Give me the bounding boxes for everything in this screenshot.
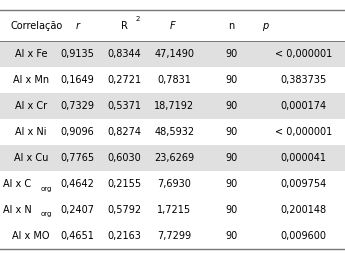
Text: 0,2155: 0,2155: [107, 179, 141, 189]
Text: 0,200148: 0,200148: [280, 205, 327, 215]
Text: 0,9096: 0,9096: [61, 127, 95, 137]
Text: 90: 90: [226, 127, 238, 137]
Text: 1,7215: 1,7215: [157, 205, 191, 215]
Text: 0,7831: 0,7831: [157, 75, 191, 85]
Text: Al x MO: Al x MO: [12, 231, 50, 241]
Text: Al x Mn: Al x Mn: [13, 75, 49, 85]
Text: 90: 90: [226, 179, 238, 189]
Text: 90: 90: [226, 231, 238, 241]
Text: Al x Ni: Al x Ni: [15, 127, 47, 137]
Text: F: F: [170, 21, 175, 31]
Bar: [0, 41, 345, 67]
Text: 0,4642: 0,4642: [61, 179, 95, 189]
Text: 47,1490: 47,1490: [154, 49, 194, 59]
Text: 0,2407: 0,2407: [61, 205, 95, 215]
Text: Correlação: Correlação: [10, 21, 62, 31]
Text: 90: 90: [226, 205, 238, 215]
Text: 23,6269: 23,6269: [154, 153, 194, 163]
Text: R: R: [121, 21, 128, 31]
Text: 0,000041: 0,000041: [280, 153, 327, 163]
Text: Al x Cu: Al x Cu: [14, 153, 48, 163]
Text: < 0,000001: < 0,000001: [275, 49, 332, 59]
Text: 0,009754: 0,009754: [280, 179, 327, 189]
Text: 48,5932: 48,5932: [154, 127, 194, 137]
Text: Al x N: Al x N: [3, 205, 32, 215]
Bar: [0, 145, 345, 171]
Text: 90: 90: [226, 153, 238, 163]
Text: Al x C: Al x C: [3, 179, 31, 189]
Text: 0,9135: 0,9135: [61, 49, 95, 59]
Text: < 0,000001: < 0,000001: [275, 127, 332, 137]
Text: 7,7299: 7,7299: [157, 231, 191, 241]
Bar: [0, 93, 345, 119]
Text: 0,5792: 0,5792: [107, 205, 141, 215]
Text: 90: 90: [226, 75, 238, 85]
Text: org: org: [41, 211, 52, 218]
Text: 0,5371: 0,5371: [107, 101, 141, 111]
Text: Al x Fe: Al x Fe: [15, 49, 47, 59]
Text: 0,009600: 0,009600: [280, 231, 327, 241]
Text: org: org: [41, 185, 52, 192]
Text: 0,2721: 0,2721: [107, 75, 141, 85]
Text: 0,7765: 0,7765: [61, 153, 95, 163]
Text: Al x Cr: Al x Cr: [15, 101, 47, 111]
Text: 0,2163: 0,2163: [107, 231, 141, 241]
Text: 0,6030: 0,6030: [107, 153, 141, 163]
Text: n: n: [228, 21, 234, 31]
Text: p: p: [263, 21, 269, 31]
Text: 0,1649: 0,1649: [61, 75, 95, 85]
Text: 90: 90: [226, 101, 238, 111]
Text: 0,4651: 0,4651: [61, 231, 95, 241]
Text: 18,7192: 18,7192: [154, 101, 194, 111]
Text: r: r: [76, 21, 80, 31]
Text: 0,8344: 0,8344: [107, 49, 141, 59]
Text: 90: 90: [226, 49, 238, 59]
Text: 0,000174: 0,000174: [280, 101, 327, 111]
Text: 0,383735: 0,383735: [280, 75, 327, 85]
Text: 2: 2: [136, 16, 140, 22]
Text: 7,6930: 7,6930: [157, 179, 191, 189]
Text: 0,7329: 0,7329: [61, 101, 95, 111]
Text: 0,8274: 0,8274: [107, 127, 141, 137]
